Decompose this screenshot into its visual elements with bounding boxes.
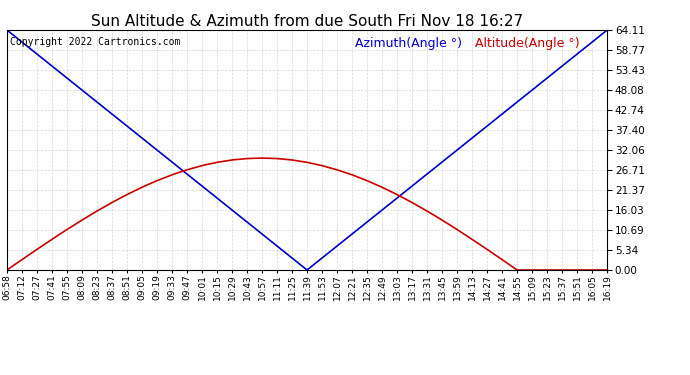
Text: Azimuth(Angle °): Azimuth(Angle °)	[355, 37, 462, 50]
Text: Copyright 2022 Cartronics.com: Copyright 2022 Cartronics.com	[10, 37, 180, 47]
Text: Altitude(Angle °): Altitude(Angle °)	[475, 37, 580, 50]
Title: Sun Altitude & Azimuth from due South Fri Nov 18 16:27: Sun Altitude & Azimuth from due South Fr…	[91, 14, 523, 29]
